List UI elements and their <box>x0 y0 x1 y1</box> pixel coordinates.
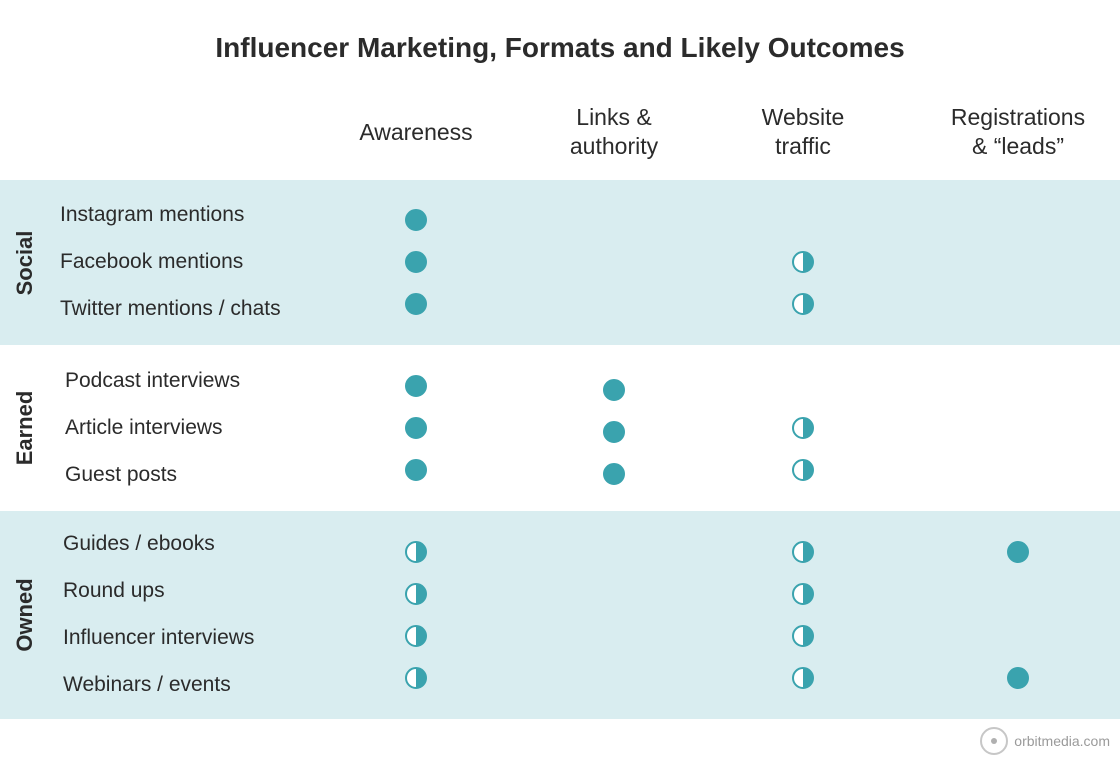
group-label-earned: Earned <box>12 390 37 466</box>
full-circle-icon <box>1007 541 1029 563</box>
half-circle-icon <box>792 625 814 647</box>
half-circle-icon <box>792 459 814 481</box>
row-label: Round ups <box>63 579 165 602</box>
column-header-awareness: Awareness <box>306 100 526 164</box>
half-circle-icon <box>792 541 814 563</box>
row-label: Guest posts <box>65 463 178 486</box>
orbit-logo-icon <box>980 727 1009 755</box>
half-circle-icon <box>405 625 427 647</box>
row-label: Podcast interviews <box>65 369 241 392</box>
half-circle-icon <box>792 667 814 689</box>
brand-text: orbitmedia.com <box>1014 733 1110 749</box>
row-label: Webinars / events <box>63 673 231 696</box>
half-circle-icon <box>792 251 814 273</box>
full-circle-icon <box>603 379 625 401</box>
half-circle-icon <box>405 667 427 689</box>
full-circle-icon <box>1007 667 1029 689</box>
half-circle-icon <box>792 583 814 605</box>
half-circle-icon <box>792 293 814 315</box>
full-circle-icon <box>405 209 427 231</box>
full-circle-icon <box>405 251 427 273</box>
row-label: Influencer interviews <box>63 626 255 649</box>
column-header-label: Links & authority <box>569 104 659 159</box>
column-header-website-traffic: Website traffic <box>693 100 913 164</box>
column-header-registrations-leads: Registrations & “leads” <box>908 100 1120 164</box>
row-label: Article interviews <box>65 416 223 439</box>
column-header-links-authority: Links & authority <box>504 100 724 164</box>
full-circle-icon <box>405 459 427 481</box>
chart-title: Influencer Marketing, Formats and Likely… <box>215 32 905 63</box>
column-header-label: Website traffic <box>761 104 845 159</box>
row-label: Twitter mentions / chats <box>60 297 281 320</box>
group-band-owned <box>0 511 1120 719</box>
brand-footer: orbitmedia.com <box>980 727 1110 755</box>
column-header-label: Awareness <box>359 118 473 145</box>
group-label-owned: Owned <box>12 578 37 652</box>
full-circle-icon <box>603 463 625 485</box>
half-circle-icon <box>405 541 427 563</box>
full-circle-icon <box>405 293 427 315</box>
full-circle-icon <box>405 375 427 397</box>
row-label: Instagram mentions <box>60 203 245 226</box>
column-header-label: Registrations & “leads” <box>950 104 1086 159</box>
half-circle-icon <box>405 583 427 605</box>
group-band-social <box>0 180 1120 345</box>
full-circle-icon <box>603 421 625 443</box>
group-label-social: Social <box>12 230 37 295</box>
row-label: Guides / ebooks <box>63 532 215 555</box>
full-circle-icon <box>405 417 427 439</box>
row-label: Facebook mentions <box>60 250 244 273</box>
half-circle-icon <box>792 417 814 439</box>
